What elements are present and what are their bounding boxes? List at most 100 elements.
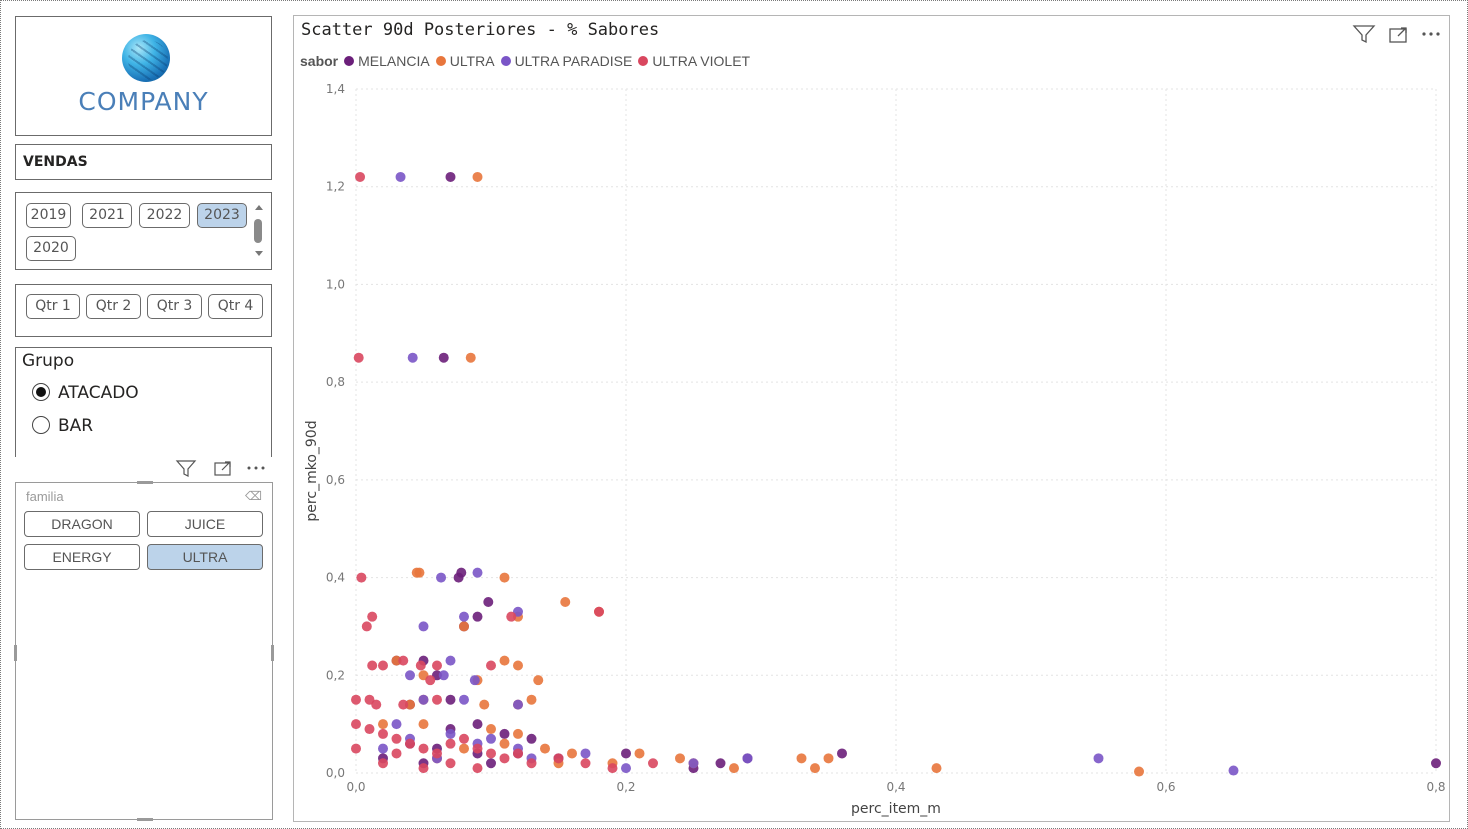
scatter-point[interactable]	[398, 699, 409, 710]
scatter-point[interactable]	[553, 753, 564, 764]
familia-chip[interactable]: ENERGY	[24, 544, 140, 570]
scatter-point[interactable]	[486, 724, 496, 735]
scatter-point[interactable]	[459, 621, 469, 632]
scatter-plot-area[interactable]: 0,0 0,2 0,4 0,6 0,8 1,0 1,2 1,4 0,0 0,2 0,4 0,6 0,8…	[294, 16, 1449, 821]
scatter-point[interactable]	[567, 748, 577, 759]
scatter-point[interactable]	[418, 743, 429, 754]
scatter-point[interactable]	[472, 567, 483, 578]
more-options-icon[interactable]	[247, 466, 265, 470]
scatter-point[interactable]	[445, 655, 456, 666]
legend-item[interactable]: ULTRA PARADISE	[500, 53, 632, 69]
scatter-point[interactable]	[513, 660, 523, 671]
scatter-point[interactable]	[418, 621, 429, 632]
scatter-point[interactable]	[459, 743, 469, 754]
scatter-point[interactable]	[355, 171, 366, 182]
resize-handle[interactable]	[14, 645, 17, 661]
scatter-point[interactable]	[407, 352, 418, 363]
scatter-point[interactable]	[810, 763, 820, 774]
scatter-point[interactable]	[356, 572, 367, 583]
scatter-point[interactable]	[483, 597, 494, 607]
scatter-point[interactable]	[378, 743, 388, 754]
scatter-point[interactable]	[432, 694, 442, 705]
scatter-point[interactable]	[594, 606, 604, 617]
resize-handle[interactable]	[137, 818, 153, 821]
scatter-point[interactable]	[445, 758, 456, 769]
scatter-point[interactable]	[499, 572, 510, 583]
scatter-point[interactable]	[432, 748, 442, 759]
page-navigation-button[interactable]: VENDAS	[15, 144, 272, 180]
scatter-point[interactable]	[391, 748, 402, 759]
scatter-point[interactable]	[459, 694, 469, 705]
scatter-point[interactable]	[453, 572, 464, 583]
scatter-point[interactable]	[486, 758, 496, 769]
scatter-point[interactable]	[367, 660, 378, 671]
year-chip[interactable]: 2021	[82, 203, 132, 228]
scatter-point[interactable]	[506, 611, 517, 622]
scatter-point[interactable]	[459, 611, 469, 622]
scroll-down-icon[interactable]	[255, 251, 263, 256]
year-chip[interactable]: 2019	[26, 203, 71, 228]
scatter-point[interactable]	[445, 694, 456, 705]
scatter-point[interactable]	[425, 675, 436, 686]
scatter-point[interactable]	[395, 171, 406, 182]
scatter-point[interactable]	[418, 694, 429, 705]
scatter-point[interactable]	[378, 728, 388, 739]
scatter-point[interactable]	[1093, 753, 1104, 764]
scatter-point[interactable]	[405, 738, 415, 749]
filter-icon[interactable]	[1352, 25, 1376, 44]
scatter-point[interactable]	[931, 763, 942, 774]
scatter-point[interactable]	[1228, 765, 1239, 776]
scatter-point[interactable]	[391, 719, 402, 730]
scatter-point[interactable]	[445, 738, 456, 749]
scatter-point[interactable]	[378, 758, 388, 769]
scatter-point[interactable]	[418, 719, 429, 730]
scatter-point[interactable]	[499, 655, 510, 666]
scatter-point[interactable]	[837, 748, 847, 759]
scroll-up-icon[interactable]	[255, 205, 263, 210]
scatter-point[interactable]	[438, 670, 449, 681]
scatter-point[interactable]	[361, 621, 372, 632]
legend-item[interactable]: ULTRA	[435, 53, 495, 69]
scatter-point[interactable]	[479, 699, 490, 710]
year-chip[interactable]: 2020	[26, 236, 76, 261]
scatter-point[interactable]	[621, 748, 631, 759]
scatter-point[interactable]	[533, 675, 544, 686]
scatter-point[interactable]	[445, 171, 456, 182]
familia-chip-selected[interactable]: ULTRA	[147, 544, 263, 570]
scatter-point[interactable]	[526, 694, 537, 705]
scatter-point[interactable]	[418, 763, 429, 774]
scatter-point[interactable]	[405, 670, 415, 681]
scatter-point[interactable]	[371, 699, 382, 710]
scatter-point[interactable]	[526, 733, 537, 744]
scatter-point[interactable]	[621, 763, 631, 774]
resize-handle[interactable]	[137, 481, 153, 484]
scatter-point[interactable]	[364, 724, 375, 735]
scatter-point[interactable]	[688, 758, 699, 769]
scatter-point[interactable]	[796, 753, 807, 764]
scatter-point[interactable]	[472, 171, 483, 182]
scatter-point[interactable]	[560, 597, 571, 607]
year-chip-selected[interactable]: 2023	[197, 203, 247, 228]
scatter-point[interactable]	[436, 572, 447, 583]
scatter-point[interactable]	[1431, 758, 1441, 769]
scatter-point[interactable]	[486, 660, 496, 671]
scatter-point[interactable]	[486, 733, 496, 744]
eraser-icon[interactable]: ⌫	[245, 489, 262, 503]
quarter-chip[interactable]: Qtr 4	[208, 294, 263, 319]
scatter-point[interactable]	[715, 758, 726, 769]
scatter-point[interactable]	[580, 748, 591, 759]
scatter-point[interactable]	[540, 743, 550, 754]
scatter-point[interactable]	[486, 748, 496, 759]
scatter-point[interactable]	[351, 719, 361, 730]
scatter-point[interactable]	[580, 758, 591, 769]
radio-atacado[interactable]	[32, 383, 50, 401]
focus-mode-icon[interactable]	[214, 461, 231, 476]
scatter-point[interactable]	[823, 753, 834, 764]
scatter-point[interactable]	[1134, 766, 1144, 777]
scrollbar-thumb[interactable]	[254, 219, 262, 243]
scatter-point[interactable]	[398, 655, 409, 666]
scatter-point[interactable]	[513, 748, 523, 759]
resize-handle[interactable]	[271, 645, 274, 661]
scatter-point[interactable]	[675, 753, 685, 764]
scatter-point[interactable]	[729, 763, 739, 774]
